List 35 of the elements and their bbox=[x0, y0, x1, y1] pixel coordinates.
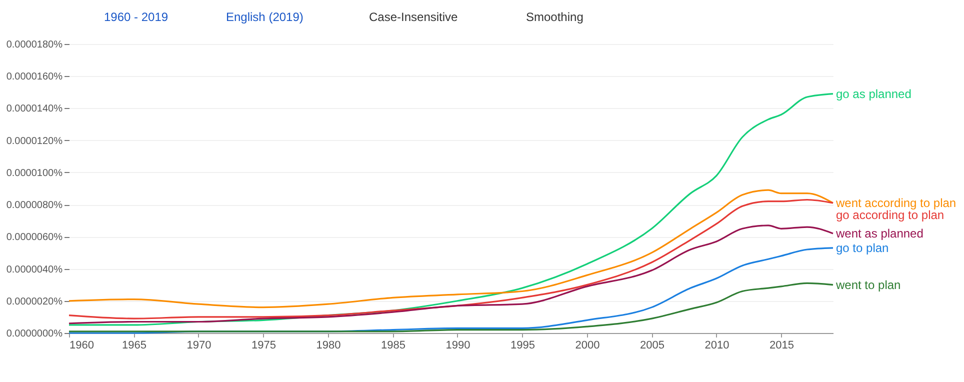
series-label: went to plan bbox=[835, 278, 901, 292]
y-tick-label: 0.0000000% bbox=[6, 328, 63, 340]
x-tick-label: 1980 bbox=[316, 340, 341, 352]
text: English (2019) bbox=[226, 10, 304, 24]
series-label: went as planned bbox=[835, 226, 924, 240]
y-tick-label: 0.0000140% bbox=[6, 104, 63, 115]
series-label: go to plan bbox=[836, 240, 889, 255]
x-tick-label: 1960 bbox=[70, 340, 94, 352]
text: 1960 - 2019 bbox=[104, 10, 168, 24]
series-label: go as planned bbox=[836, 86, 912, 101]
line-series bbox=[68, 224, 834, 324]
series-label: went according to plan bbox=[835, 196, 956, 210]
y-tick-label: 0.0000020% bbox=[6, 296, 63, 308]
text: Smoothing bbox=[526, 10, 584, 24]
y-tick-label: 0.0000160% bbox=[6, 72, 63, 83]
y-tick-label: 0.0000080% bbox=[6, 200, 63, 212]
y-tick-label: 0.0000040% bbox=[6, 264, 63, 276]
line-series bbox=[68, 198, 834, 320]
y-tick-label: 0.0000060% bbox=[6, 232, 63, 244]
x-tick-label: 1985 bbox=[380, 340, 406, 352]
line-series bbox=[68, 189, 834, 308]
x-tick-label: 1995 bbox=[510, 340, 535, 352]
x-tick-label: 1990 bbox=[446, 340, 470, 352]
line-series bbox=[68, 92, 834, 326]
x-tick-label: 1970 bbox=[186, 340, 212, 352]
x-tick-label: 2005 bbox=[640, 340, 664, 352]
x-tick-label: 2015 bbox=[769, 340, 794, 352]
text: Case-Insensitive bbox=[369, 10, 458, 24]
x-tick-label: 1975 bbox=[251, 340, 276, 352]
y-tick-label: 0.0000180% bbox=[6, 40, 63, 50]
x-tick-label: 2010 bbox=[704, 340, 730, 352]
x-tick-label: 1965 bbox=[122, 340, 146, 352]
y-tick-label: 0.0000120% bbox=[6, 136, 63, 147]
x-tick-label: 2000 bbox=[575, 340, 600, 352]
y-tick-label: 0.0000100% bbox=[6, 168, 63, 179]
